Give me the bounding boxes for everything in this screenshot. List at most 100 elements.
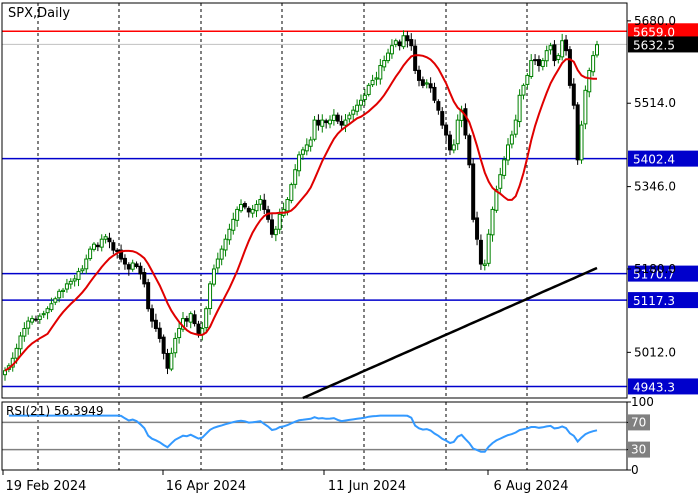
candle-body — [583, 89, 588, 125]
candle-body — [262, 199, 267, 210]
candle-body — [150, 308, 155, 322]
candle-body — [304, 144, 309, 152]
y-tick-label: 5514.0 — [634, 96, 676, 110]
rsi-tick-box — [628, 414, 650, 431]
candle-body — [192, 314, 197, 325]
candle-body — [331, 114, 336, 121]
candle-body — [579, 124, 584, 161]
candle-body — [362, 94, 367, 101]
candle-body — [455, 119, 460, 145]
candle-body — [405, 35, 410, 42]
candle-body — [339, 121, 344, 126]
level-label-box — [628, 378, 698, 395]
x-tick-label: 11 Jun 2024 — [328, 479, 406, 494]
rsi-panel — [2, 414, 627, 453]
rsi-label: RSI(21) 56.3949 — [6, 404, 104, 418]
frames — [1, 2, 628, 471]
candle-body — [235, 208, 240, 221]
candle-body — [525, 74, 530, 85]
candle-body — [161, 336, 166, 354]
y-tick-label: 5346.0 — [634, 180, 676, 194]
candle-body — [107, 237, 112, 243]
candle-body — [591, 55, 596, 73]
candle-body — [417, 69, 422, 81]
candle-body — [173, 337, 178, 354]
candle-body — [370, 79, 375, 86]
candle-body — [343, 119, 348, 126]
candle-body — [72, 278, 77, 282]
level-label-box — [628, 150, 698, 167]
candle-body — [467, 135, 472, 166]
candle-body — [513, 119, 518, 135]
candle-body — [215, 258, 220, 269]
candle-body — [53, 298, 58, 303]
candle-body — [494, 189, 499, 211]
candle-body — [33, 318, 38, 321]
candle-body — [122, 257, 127, 265]
candle-body — [451, 144, 456, 151]
candle-body — [447, 134, 452, 151]
rsi-tick-label: 70 — [631, 415, 646, 429]
candle-body — [111, 242, 116, 251]
candle-body — [250, 208, 255, 214]
candle-body — [227, 228, 232, 241]
candle-body — [413, 45, 418, 71]
candle-body — [88, 248, 93, 260]
candle-body — [273, 228, 278, 236]
horizontal-levels: 5659.0 5402.4 5170.7 5117.3 4943.3 5632.5 — [2, 23, 698, 395]
candle-body — [571, 83, 576, 106]
candle-body — [153, 319, 158, 330]
candle-body — [575, 104, 580, 161]
candle-body — [138, 265, 143, 275]
candle-body — [115, 249, 120, 253]
candle-body — [533, 59, 538, 62]
candle-body — [18, 335, 23, 350]
candle-body — [587, 69, 592, 93]
candle-body — [482, 263, 487, 267]
candle-body — [254, 203, 259, 212]
candle-body — [521, 84, 526, 96]
candle-body — [595, 44, 599, 56]
candles — [3, 30, 599, 381]
candle-body — [552, 44, 557, 62]
level-label-box — [628, 265, 698, 282]
level-label: 5659.0 — [633, 25, 675, 39]
candle-body — [188, 313, 193, 323]
candle-body — [3, 370, 7, 376]
candle-body — [49, 303, 54, 311]
candle-body — [436, 101, 441, 111]
x-tick-label: 16 Apr 2024 — [166, 479, 246, 494]
rsi-tick-label: 30 — [631, 443, 646, 457]
candle-body — [293, 169, 298, 185]
last-price-box — [628, 36, 698, 53]
candle-body — [126, 264, 131, 270]
candle-body — [475, 217, 480, 240]
candle-body — [382, 60, 387, 68]
candle-body — [142, 272, 147, 285]
candle-body — [509, 134, 514, 145]
symbol-label: SPX,Daily — [8, 6, 70, 21]
candle-body — [177, 328, 182, 339]
candle-body — [80, 268, 85, 272]
candle-body — [409, 39, 414, 47]
candle-body — [498, 174, 503, 189]
candle-body — [471, 163, 476, 220]
candle-body — [277, 213, 282, 230]
level-label: 5117.3 — [633, 294, 675, 308]
candle-body — [76, 270, 81, 280]
candle-body — [157, 327, 162, 339]
rsi-tick-box — [628, 441, 650, 458]
candle-body — [14, 347, 19, 359]
candle-body — [517, 94, 522, 123]
candle-body — [64, 283, 69, 290]
x-tick-label: 6 Aug 2024 — [493, 479, 568, 494]
candle-body — [540, 60, 545, 67]
candle-body — [130, 262, 135, 270]
sma-slow-line — [302, 266, 598, 400]
candle-body — [444, 124, 449, 136]
last-price-label: 5632.5 — [633, 38, 675, 52]
candle-body — [374, 77, 379, 80]
x-tick-label: 19 Feb 2024 — [6, 479, 87, 494]
candle-body — [324, 120, 329, 124]
